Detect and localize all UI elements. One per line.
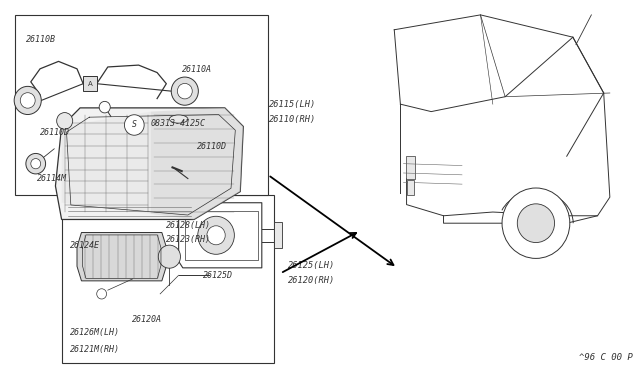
Bar: [274, 222, 282, 248]
Circle shape: [97, 289, 107, 299]
Circle shape: [172, 77, 198, 105]
Circle shape: [207, 226, 225, 245]
Circle shape: [20, 93, 35, 108]
Circle shape: [31, 158, 41, 169]
Text: 26110D: 26110D: [197, 142, 227, 151]
Polygon shape: [77, 232, 166, 281]
Text: 26110B: 26110B: [26, 35, 56, 44]
Circle shape: [14, 86, 41, 115]
Polygon shape: [61, 112, 151, 214]
Circle shape: [57, 113, 73, 129]
Circle shape: [502, 188, 570, 259]
Circle shape: [99, 102, 110, 113]
Text: 26121M(RH): 26121M(RH): [70, 345, 120, 354]
Circle shape: [124, 115, 144, 135]
Bar: [61, 195, 274, 363]
Text: 26114M: 26114M: [37, 174, 67, 183]
Text: 26110(RH): 26110(RH): [269, 115, 316, 124]
Bar: [406, 180, 414, 195]
Text: 26125D: 26125D: [204, 271, 234, 280]
Text: 26120(RH): 26120(RH): [288, 276, 335, 285]
Bar: [15, 15, 268, 195]
Bar: [83, 76, 97, 91]
Text: 26125(LH): 26125(LH): [288, 262, 335, 270]
Circle shape: [517, 204, 555, 243]
Text: 08313-4125C: 08313-4125C: [151, 119, 206, 128]
Text: 26120A: 26120A: [132, 315, 163, 324]
Text: S: S: [132, 121, 137, 129]
Text: 26110A: 26110A: [182, 65, 212, 74]
Text: 26110D: 26110D: [40, 128, 70, 137]
Text: 26126M(LH): 26126M(LH): [70, 328, 120, 337]
Text: ^96 C 00 P: ^96 C 00 P: [579, 353, 633, 362]
Text: 26124E: 26124E: [70, 241, 100, 250]
Circle shape: [26, 153, 45, 174]
Ellipse shape: [170, 115, 188, 123]
Circle shape: [198, 216, 234, 254]
Circle shape: [177, 83, 192, 99]
Text: A: A: [88, 81, 92, 87]
Text: 26123(RH): 26123(RH): [166, 235, 211, 244]
Text: 26128(LH): 26128(LH): [166, 221, 211, 230]
Bar: [406, 156, 415, 179]
Circle shape: [158, 245, 180, 268]
Text: 26115(LH): 26115(LH): [269, 100, 316, 109]
Polygon shape: [151, 108, 243, 219]
Polygon shape: [56, 108, 243, 219]
